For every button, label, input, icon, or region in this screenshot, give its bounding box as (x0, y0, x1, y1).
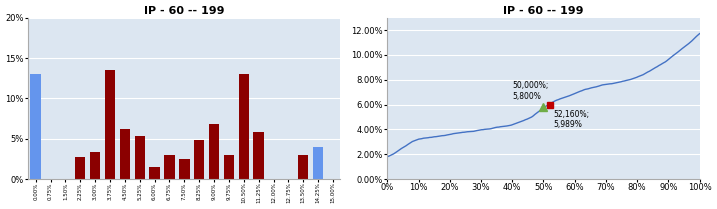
Bar (224, 155, 234, 179)
Bar (164, 155, 175, 179)
Bar (135, 135, 145, 179)
Text: 50,000%;
5,800%: 50,000%; 5,800% (512, 82, 549, 101)
Bar (179, 159, 189, 179)
Bar (254, 132, 264, 179)
Bar (90, 153, 100, 179)
Bar (298, 155, 308, 179)
Bar (105, 70, 115, 179)
Text: 52,160%;
5,989%: 52,160%; 5,989% (554, 110, 589, 129)
Bar (30, 74, 41, 179)
Title: IP - 60 -- 199: IP - 60 -- 199 (503, 6, 584, 15)
Bar (313, 147, 323, 179)
Bar (194, 140, 204, 179)
Bar (75, 157, 85, 179)
Bar (209, 124, 219, 179)
Bar (149, 167, 160, 179)
Title: IP - 60 -- 199: IP - 60 -- 199 (144, 6, 224, 15)
Bar (239, 74, 249, 179)
Bar (120, 129, 130, 179)
